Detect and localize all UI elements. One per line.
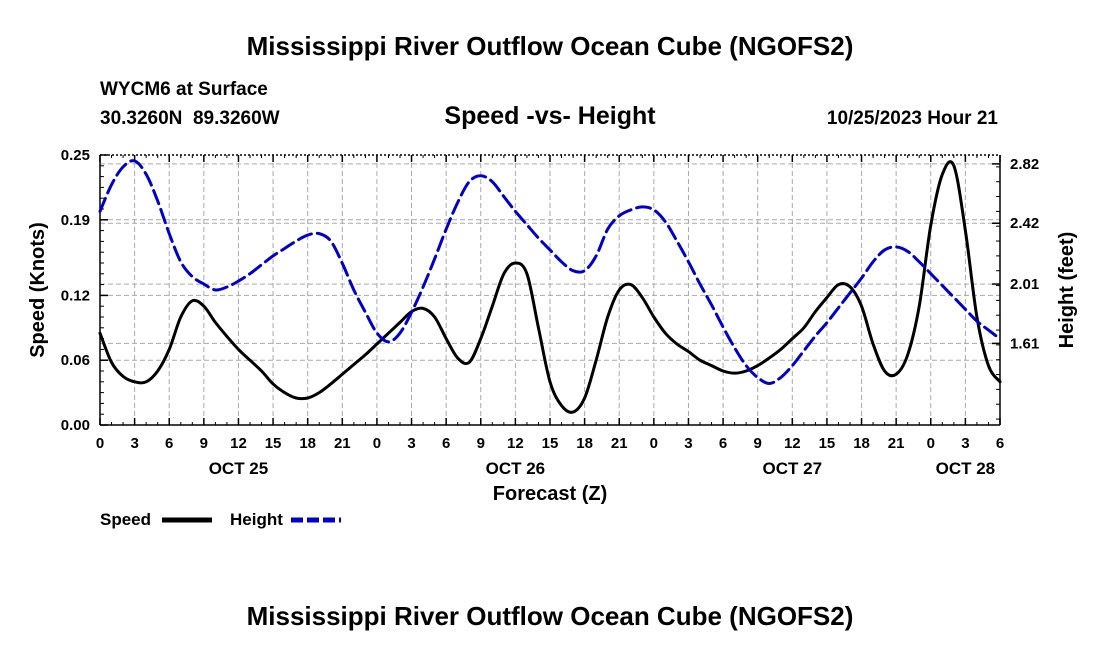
main-title: Mississippi River Outflow Ocean Cube (NG…: [247, 31, 854, 61]
footer-title: Mississippi River Outflow Ocean Cube (NG…: [247, 601, 854, 631]
y2-tick-label: 2.82: [1010, 156, 1039, 173]
x-tick-label: 6: [165, 435, 173, 452]
x-tick-label: 12: [507, 435, 524, 452]
y-tick-label: 0.00: [61, 417, 90, 434]
y2-tick-label: 2.42: [1010, 215, 1039, 232]
x-tick-label: 15: [542, 435, 559, 452]
x-day-label: OCT 25: [209, 459, 269, 478]
y-tick-label: 0.06: [61, 352, 90, 369]
x-tick-label: 21: [334, 435, 351, 452]
y2-axis-label: Height (feet): [1056, 232, 1078, 349]
x-tick-label: 3: [684, 435, 692, 452]
x-tick-label: 21: [611, 435, 628, 452]
x-tick-label: 0: [927, 435, 935, 452]
x-day-label: OCT 27: [763, 459, 823, 478]
legend-height-label: Height: [230, 510, 283, 529]
x-tick-label: 15: [819, 435, 836, 452]
x-tick-label: 18: [576, 435, 593, 452]
x-tick-label: 0: [96, 435, 104, 452]
series: [98, 159, 1002, 414]
x-tick-label: 9: [200, 435, 208, 452]
x-day-label: OCT 28: [936, 459, 996, 478]
x-tick-label: 18: [853, 435, 870, 452]
x-tick-label: 0: [650, 435, 658, 452]
axes: 0 3 6 9 12 15 18 21 0 3 6 9 12 15 18 21 0 3 6 9 12 15 18 21 0 3 6O…: [61, 147, 1039, 478]
x-tick-label: 15: [265, 435, 282, 452]
x-day-label: OCT 26: [486, 459, 546, 478]
x-tick-label: 12: [784, 435, 801, 452]
coordinates-label: 30.3260N 89.3260W: [100, 108, 280, 129]
x-tick-label: 6: [442, 435, 450, 452]
grid: [100, 155, 1000, 425]
x-tick-label: 9: [754, 435, 762, 452]
y2-tick-label: 1.61: [1010, 335, 1039, 352]
x-tick-label: 3: [961, 435, 969, 452]
x-axis-label: Forecast (Z): [493, 483, 607, 505]
y-axis-label: Speed (Knots): [27, 222, 49, 358]
x-tick-label: 12: [230, 435, 247, 452]
x-tick-label: 18: [299, 435, 316, 452]
legend: Speed Height: [100, 510, 341, 529]
y-tick-label: 0.12: [61, 287, 90, 304]
station-label: WYCM6 at Surface: [100, 79, 268, 100]
y2-tick-label: 2.01: [1010, 276, 1039, 293]
datetime-label: 10/25/2023 Hour 21: [827, 108, 999, 129]
x-tick-label: 3: [407, 435, 415, 452]
height-series-line: [98, 159, 1002, 385]
x-tick-label: 3: [130, 435, 138, 452]
x-tick-label: 6: [719, 435, 727, 452]
y-tick-label: 0.19: [61, 212, 90, 229]
y-tick-label: 0.25: [61, 147, 90, 164]
legend-speed-label: Speed: [100, 510, 151, 529]
speed-series-line: [98, 160, 1002, 414]
x-tick-label: 0: [373, 435, 381, 452]
x-tick-label: 9: [477, 435, 485, 452]
chart-subtitle: Speed -vs- Height: [444, 102, 656, 130]
x-tick-label: 6: [996, 435, 1004, 452]
x-tick-label: 21: [888, 435, 905, 452]
